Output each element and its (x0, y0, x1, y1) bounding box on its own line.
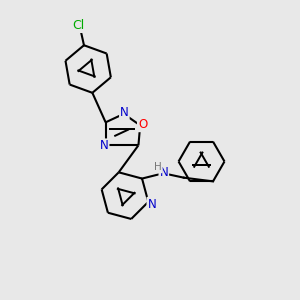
Text: O: O (138, 118, 147, 131)
Text: Cl: Cl (73, 19, 85, 32)
Text: N: N (160, 166, 168, 179)
Text: N: N (148, 198, 156, 211)
Text: H: H (154, 162, 162, 172)
Text: N: N (120, 106, 129, 119)
Text: N: N (100, 140, 109, 152)
